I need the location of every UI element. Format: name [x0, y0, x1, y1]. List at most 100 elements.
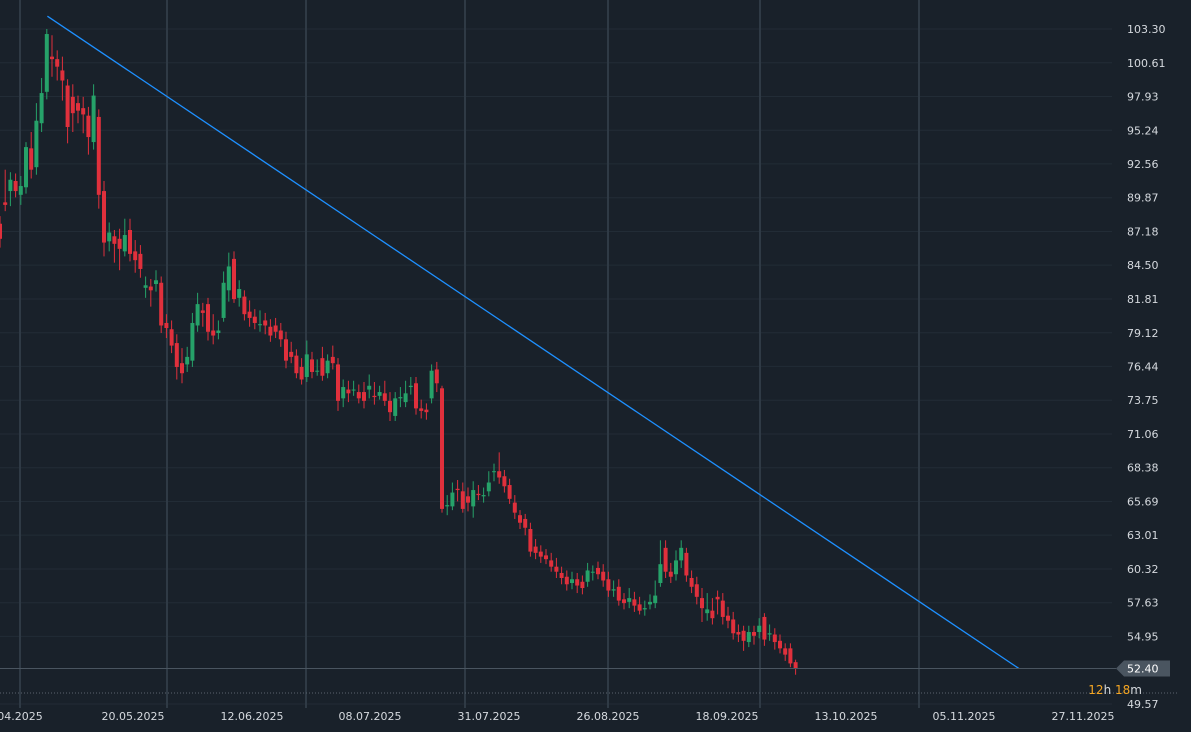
- candle: [367, 374, 372, 399]
- candle-body: [554, 566, 559, 572]
- candle-body: [793, 662, 798, 669]
- candle-body: [481, 495, 486, 497]
- candle: [481, 487, 486, 503]
- candle: [195, 292, 200, 332]
- candle: [518, 510, 522, 529]
- candle: [674, 550, 678, 581]
- candle-body: [3, 202, 8, 205]
- trendline-segment[interactable]: [47, 15, 1020, 669]
- candle: [679, 540, 684, 568]
- candle-body: [13, 181, 18, 192]
- candle: [793, 659, 798, 675]
- candle: [720, 593, 725, 625]
- x-tick-label: 20.05.2025: [102, 710, 165, 723]
- candle: [705, 593, 710, 621]
- candle: [424, 403, 429, 420]
- candle: [460, 482, 465, 513]
- candle: [429, 364, 434, 404]
- candle: [564, 570, 569, 591]
- candle: [668, 562, 673, 584]
- candle: [330, 345, 335, 370]
- candle: [689, 570, 694, 594]
- candle-body: [502, 476, 507, 487]
- x-tick-label: 12.06.2025: [221, 710, 284, 723]
- candle: [258, 310, 262, 332]
- candle: [616, 579, 621, 606]
- candle-body: [60, 70, 65, 81]
- candle-body: [684, 552, 689, 576]
- candle: [8, 172, 13, 207]
- candle: [117, 228, 122, 271]
- candle: [70, 84, 75, 133]
- trendline[interactable]: [47, 15, 1020, 669]
- candle: [44, 29, 49, 100]
- x-tick-label: 31.07.2025: [458, 710, 521, 723]
- candle: [523, 513, 528, 536]
- candle-body: [0, 223, 2, 239]
- candle: [710, 598, 715, 625]
- candle: [767, 624, 772, 641]
- candle: [55, 50, 60, 81]
- candle-body: [778, 640, 782, 649]
- candle: [611, 580, 616, 597]
- candle: [304, 340, 309, 383]
- candle-body: [190, 322, 195, 361]
- candle-body: [242, 296, 247, 315]
- candle-body: [180, 363, 184, 374]
- candle: [50, 35, 54, 77]
- candle: [554, 557, 559, 578]
- candle-body: [117, 238, 122, 249]
- candle-body: [304, 354, 309, 377]
- candle-body: [549, 560, 554, 567]
- candle: [388, 392, 392, 421]
- candle-body: [112, 236, 117, 244]
- candle-body: [653, 595, 658, 604]
- y-axis[interactable]: 103.30 100.61 97.93 95.24 92.56 89.87 87.18 84.…: [1116, 23, 1170, 711]
- candle: [320, 346, 325, 381]
- candle-body: [8, 179, 13, 192]
- candle-body: [403, 393, 408, 403]
- candle-body: [622, 599, 626, 604]
- candle-body: [252, 316, 257, 323]
- x-tick-label: 08.07.2025: [339, 710, 402, 723]
- candle-body: [154, 280, 158, 285]
- candle: [341, 379, 346, 408]
- candle-body: [538, 551, 543, 557]
- candle-body: [211, 330, 216, 336]
- candle-body: [668, 571, 673, 577]
- candle-body: [273, 325, 278, 332]
- candle-body: [169, 329, 174, 346]
- candle-body: [216, 330, 221, 334]
- candle: [419, 399, 424, 419]
- candle: [372, 382, 377, 405]
- candle: [632, 591, 637, 612]
- candle-body: [289, 351, 294, 357]
- y-tick-label: 71.06: [1127, 428, 1159, 441]
- y-tick-label: 92.56: [1127, 158, 1159, 171]
- candle-body: [679, 547, 684, 561]
- candle: [653, 580, 658, 609]
- candle-body: [320, 358, 325, 376]
- candle-body: [258, 324, 262, 326]
- candle-body: [419, 408, 424, 411]
- y-tick-label: 79.12: [1127, 327, 1159, 340]
- candle: [783, 643, 788, 661]
- candle: [533, 539, 538, 560]
- candle-body: [580, 581, 585, 589]
- candle: [663, 540, 668, 578]
- candle-body: [65, 85, 70, 127]
- candle-body: [715, 596, 720, 600]
- candle-body: [424, 409, 429, 413]
- candle: [0, 216, 2, 248]
- candle: [590, 565, 595, 581]
- x-axis[interactable]: 04.2025 20.05.2025 12.06.2025 08.07.2025 31.…: [0, 710, 1114, 723]
- candle: [492, 463, 496, 482]
- candle: [627, 588, 632, 609]
- candle: [221, 271, 226, 322]
- y-tick-label: 84.50: [1127, 259, 1159, 272]
- candle-body: [294, 355, 299, 374]
- candle-body: [200, 310, 205, 313]
- candle: [445, 495, 450, 516]
